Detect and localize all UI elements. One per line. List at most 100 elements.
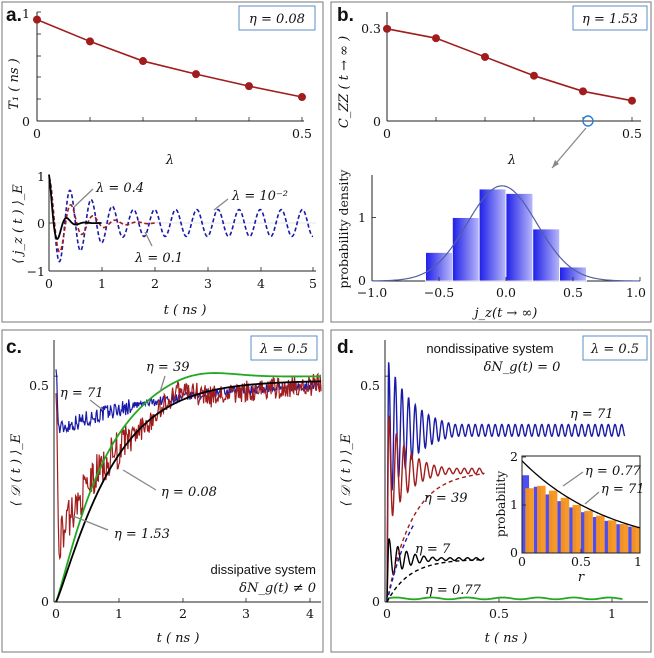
panel-a-param-label: η = 0.08 <box>249 12 305 27</box>
panel-d-inset-bar-1-6 <box>596 515 605 553</box>
panel-d-inset-arrow-eta71 <box>584 491 600 505</box>
panel-a-top-series <box>33 15 306 102</box>
panel-b-hist-bar-4 <box>532 228 560 282</box>
panel-b-top-xtick-1: 0.5 <box>622 126 642 141</box>
panel-c-arrow-eta008 <box>122 469 157 491</box>
panel-d-inset-bar-1-0 <box>525 488 534 553</box>
panel-d-ann-eta7: η = 7 <box>415 542 451 557</box>
panel-c-param-label: λ = 0.5 <box>259 342 308 357</box>
panel-a-top-ytick-1: 1 <box>22 6 30 21</box>
panel-d-inset-ann-eta077: η = 0.77 <box>585 464 642 479</box>
panel-a-bottom-line-2 <box>48 174 102 240</box>
panel-c-ytick-1: 0.5 <box>29 378 49 393</box>
panel-b-bottom-bars <box>371 185 640 282</box>
panel-b-top-point-0 <box>383 24 391 33</box>
panel-c-ann-eta71: η = 71 <box>60 386 104 401</box>
panel-b-top-point-2 <box>481 52 489 61</box>
panel-b-top-point-5 <box>628 96 636 105</box>
panel-a-arrow-lam04 <box>73 188 94 208</box>
panel-c-line-1 <box>55 372 322 561</box>
panel-b-hist-bar-3 <box>505 193 534 282</box>
panel-c-arrow-eta153 <box>72 515 109 531</box>
panel-d-xtick-0: 0 <box>383 606 391 621</box>
panel-d-ann-eta077: η = 0.77 <box>425 583 482 598</box>
panel-d-xtick-1: 0.5 <box>489 606 509 621</box>
panel-d-inset-bar-1-9 <box>631 526 640 553</box>
panel-b-bottom-xtick-4: 1.0 <box>626 285 646 300</box>
panel-c-letter: c. <box>6 337 22 358</box>
panel-d-inset-ytick-0: 0 <box>510 545 518 560</box>
panel-d-inset-ytick-2: 2 <box>510 449 518 464</box>
panel-a-bottom-ytick-2: 1 <box>37 169 45 184</box>
panel-a-top-xtick-1: 0.5 <box>292 126 312 141</box>
panel-b-arrow-to-hist <box>551 127 587 169</box>
panel-a-ann-lam01: λ = 0.1 <box>134 251 183 266</box>
panel-d-inset-ytick-1: 1 <box>510 497 518 512</box>
panel-b-bottom-xtick-0: −1.0 <box>357 285 387 300</box>
panel-b-highlight-circle <box>582 115 594 127</box>
panel-a-letter: a. <box>6 5 22 26</box>
panel-a-bottom-xtick-5: 5 <box>309 276 317 291</box>
panel-a-top-point-1 <box>86 37 94 46</box>
panel-b-bottom-ticks <box>372 217 641 281</box>
panel-b-top-xtick-0: 0 <box>383 126 391 141</box>
panel-a-top-ylabel: T₁ ( ns ) <box>7 58 22 109</box>
panel-a-arrow-lam01 <box>144 231 153 247</box>
panel-d-xlabel: t ( ns ) <box>485 631 528 646</box>
panel-d-inset-bar-1-8 <box>619 524 629 553</box>
panel-a-arrow-lam1e-2 <box>213 198 229 211</box>
panel-d-line-6 <box>386 558 484 603</box>
panel-d-inset-fit-curve <box>521 460 641 529</box>
panel-b-bottom-ytick-1: 1 <box>358 210 366 225</box>
panel-d-line-3 <box>386 596 623 601</box>
panel-d-inset-xtick-0: 0 <box>518 554 526 569</box>
panel-d-inset-bar-1-1 <box>537 485 546 553</box>
panel-b-bottom-ytick-0: 0 <box>358 273 366 288</box>
panel-b-top-ylabel: C_ZZ ( t → ∞ ) <box>337 36 352 128</box>
panel-c-param-box <box>250 335 318 361</box>
panel-b-top-point-3 <box>530 71 538 80</box>
panel-b-letter: b. <box>337 5 354 26</box>
panel-d-ann-eta71: η = 71 <box>570 407 614 422</box>
panel-c-xtick-2: 2 <box>179 606 187 621</box>
panel-a-bottom-xlabel: t ( ns ) <box>164 303 207 318</box>
panel-a-bottom-line-1 <box>48 177 158 253</box>
panel-d-line-1 <box>386 415 485 603</box>
panel-c-caption-1: dissipative system <box>211 562 316 577</box>
panel-c-xtick-1: 1 <box>115 606 123 621</box>
panel-d-param-label: λ = 0.5 <box>590 342 639 357</box>
panel-b-hist-fit-curve <box>371 185 640 282</box>
panel-a-top-xlabel: λ <box>165 153 174 168</box>
panel-a-top-line <box>36 18 303 98</box>
panel-a-ann-lam1e-2: λ = 10⁻² <box>231 189 288 204</box>
panel-b-bottom-xtick-1: −0.5 <box>424 285 454 300</box>
panel-a-bottom-ylabel: ⟨ j_z ( t ) ⟩_E <box>11 184 26 264</box>
panel-c-series <box>55 369 322 603</box>
panel-d-inset-xtick-1: 0.5 <box>571 554 591 569</box>
panel-d-ytick-0: 0 <box>372 594 380 609</box>
panel-b-top-line <box>386 28 633 102</box>
panel-a-top-point-0 <box>33 15 41 24</box>
panel-a-ann-lam04: λ = 0.4 <box>95 181 144 196</box>
panel-d-inset-ylabel: probability <box>494 471 508 537</box>
panel-d-inset-bar-1-7 <box>607 520 617 553</box>
panel-d-series <box>386 362 626 603</box>
panel-a-bottom-xtick-0: 0 <box>45 276 53 291</box>
panel-d-caption-1: nondissipative system <box>426 341 553 356</box>
panel-c-border <box>1 329 324 653</box>
panel-c: c. λ = 0.5 0 1 2 3 4 0 0.5 t ( ns ) ⟨ 𝒟 … <box>1 329 324 653</box>
panel-a-bottom-xtick-4: 4 <box>257 276 265 291</box>
panel-b-top-point-1 <box>432 34 440 43</box>
panel-a-top-point-4 <box>245 82 253 91</box>
panel-b-top-xlabel: λ <box>507 153 516 168</box>
panel-b-hist-bar-0 <box>425 252 453 282</box>
panel-c-caption-2: δN_g(t) ≠ 0 <box>239 581 316 596</box>
panel-a-top-point-3 <box>192 70 200 79</box>
panel-a-bottom-ytick-0: −1 <box>27 264 45 279</box>
panel-d-ylabel: ⟨ 𝒟 ( t ) ⟩_E <box>339 433 354 506</box>
panel-b-top-ticks <box>387 26 633 121</box>
panel-a-top-xtick-0: 0 <box>33 126 41 141</box>
panel-d-inset-bar-1-3 <box>560 497 570 553</box>
panel-c-ann-eta008: η = 0.08 <box>161 485 217 500</box>
